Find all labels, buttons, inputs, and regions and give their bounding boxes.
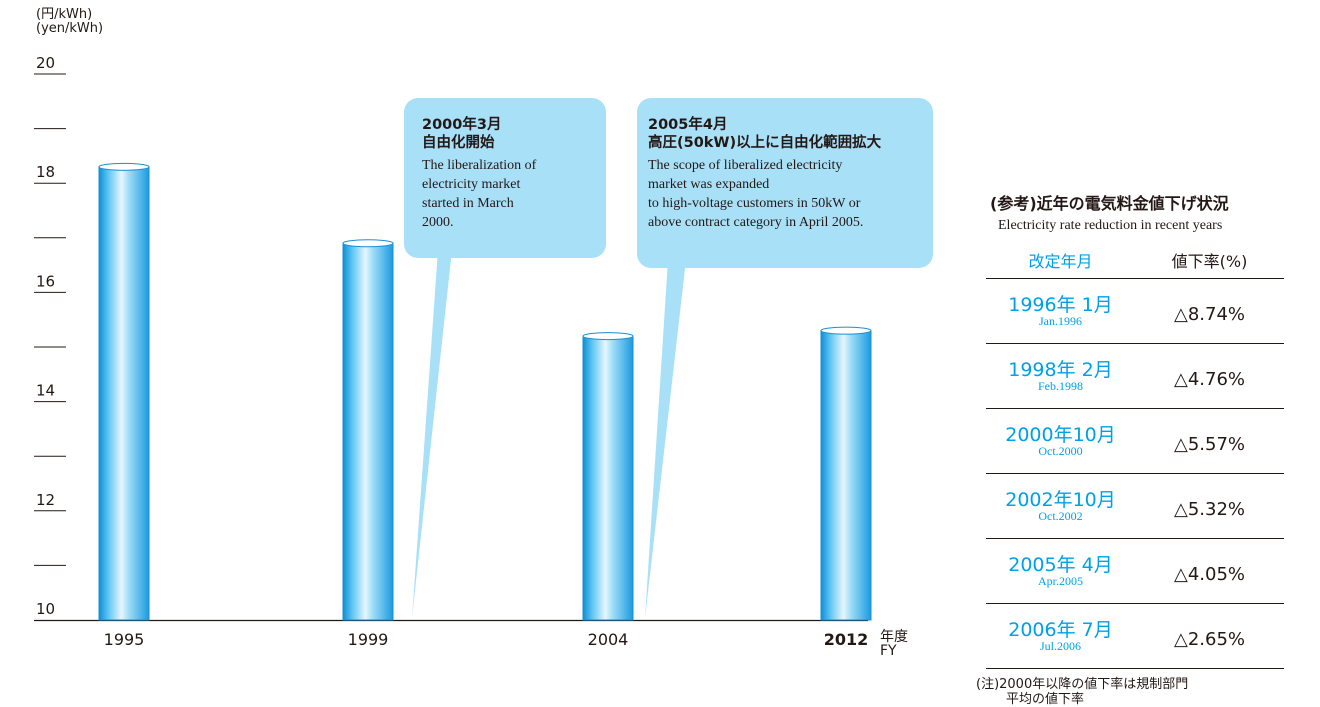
bar-chart: 20 18 16 14 12 10 1995 1999 2004 2012 (34, 54, 933, 649)
rate-cell: △4.05% (1135, 538, 1284, 604)
callout-pointer (412, 250, 452, 618)
date-jp: 1996年 1月 (1008, 294, 1113, 316)
date-cell: 2006年 7月 Jul.2006 (986, 603, 1135, 669)
x-tick-label: 2012 (824, 630, 869, 649)
bar-body (582, 335, 634, 621)
table-row: 1998年 2月 Feb.1998 △4.76% (986, 343, 1284, 409)
y-axis-unit-jp: (円/kWh) (36, 7, 93, 22)
rate-reduction-panel: (参考)近年の電気料金値下げ状況 Electricity rate reduct… (976, 190, 1285, 707)
header-rate: 値下率(%) (1135, 242, 1284, 279)
callout-2005: 2005年4月 高圧(50kW)以上に自由化範囲拡大 The scope of … (648, 116, 938, 232)
callout-text-line: 2000. (422, 215, 454, 230)
x-axis-label: 年度 FY (880, 630, 908, 658)
callout-text-line: The scope of liberalized electricity (648, 158, 843, 173)
bar-2012 (820, 326, 872, 621)
date-jp: 2002年10月 (1005, 489, 1116, 511)
table-row: 2005年 4月 Apr.2005 △4.05% (986, 538, 1284, 604)
table-row: 2000年10月 Oct.2000 △5.57% (986, 408, 1284, 474)
y-tick-label: 16 (36, 272, 55, 290)
footnote: (注)2000年以降の値下率は規制部門 平均の値下率 (976, 677, 1285, 707)
date-jp: 2000年10月 (1005, 424, 1116, 446)
table-header-row: 改定年月 値下率(%) (986, 242, 1284, 279)
y-tick-label: 10 (36, 600, 55, 618)
y-tick-label: 20 (36, 54, 55, 72)
bar-2004 (582, 332, 634, 621)
bar-1999 (342, 239, 394, 621)
callout-text-line: electricity market (422, 177, 521, 192)
x-tick-label: 2004 (588, 630, 629, 649)
callout-subtitle: 自由化開始 (422, 135, 495, 151)
rate-cell: △5.32% (1135, 473, 1284, 539)
x-tick-label: 1999 (348, 630, 389, 649)
panel-subtitle: Electricity rate reduction in recent yea… (998, 218, 1223, 233)
date-en: Jul.2006 (1039, 639, 1081, 653)
callout-text-line: to high-voltage customers in 50kW or (648, 196, 861, 211)
table-row: 1996年 1月 Jan.1996 △8.74% (986, 278, 1284, 344)
date-en: Jan.1996 (1039, 314, 1082, 328)
footnote-line: (注)2000年以降の値下率は規制部門 (976, 677, 1189, 692)
callout-pointer (645, 260, 686, 618)
bar-cap (820, 326, 872, 335)
date-cell: 2000年10月 Oct.2000 (986, 408, 1135, 474)
x-tick-label: 1995 (104, 630, 145, 649)
callout-text-line: The liberalization of (422, 158, 537, 173)
rate-cell: △2.65% (1135, 603, 1284, 669)
date-cell: 1996年 1月 Jan.1996 (986, 278, 1135, 344)
bar-cap (98, 162, 150, 171)
footnote-line: 平均の値下率 (1006, 692, 1085, 707)
callout-title: 2000年3月 (422, 117, 502, 133)
y-tick-label: 12 (36, 491, 55, 509)
y-axis-unit-en: (yen/kWh) (36, 21, 104, 36)
date-cell: 1998年 2月 Feb.1998 (986, 343, 1135, 409)
callout-subtitle: 高圧(50kW)以上に自由化範囲拡大 (648, 135, 882, 151)
callout-title: 2005年4月 (648, 117, 728, 133)
x-axis-label-jp: 年度 (880, 629, 908, 645)
rate-cell: △8.74% (1135, 278, 1284, 344)
date-en: Feb.1998 (1038, 379, 1083, 393)
rate-table: 改定年月 値下率(%) 1996年 1月 Jan.1996 △8.74% 1998… (986, 242, 1284, 669)
date-en: Apr.2005 (1038, 574, 1083, 588)
table-row: 2002年10月 Oct.2002 △5.32% (986, 473, 1284, 539)
date-cell: 2005年 4月 Apr.2005 (986, 538, 1135, 604)
callout-bubble (637, 98, 933, 268)
x-axis-label-en: FY (880, 643, 897, 659)
callout-text-line: market was expanded (648, 177, 770, 192)
bar-body (342, 242, 394, 621)
callout-text-line: above contract category in April 2005. (648, 215, 864, 230)
y-tick-label: 14 (36, 382, 55, 400)
rate-cell: △5.57% (1135, 408, 1284, 474)
panel-title: (参考)近年の電気料金値下げ状況 (990, 194, 1229, 213)
date-jp: 2006年 7月 (1008, 619, 1113, 641)
date-jp: 2005年 4月 (1008, 554, 1113, 576)
rate-cell: △4.76% (1135, 343, 1284, 409)
bar-cap (582, 332, 634, 341)
callout-2000: 2000年3月 自由化開始 The liberalization of elec… (422, 116, 592, 232)
callout-bubble (404, 98, 606, 258)
bar-1995 (98, 162, 150, 621)
date-en: Oct.2000 (1038, 444, 1083, 458)
y-tick-label: 18 (36, 163, 55, 181)
table-row: 2006年 7月 Jul.2006 △2.65% (986, 603, 1284, 669)
date-jp: 1998年 2月 (1008, 359, 1113, 381)
bar-body (98, 166, 150, 621)
date-cell: 2002年10月 Oct.2002 (986, 473, 1135, 539)
header-date: 改定年月 (986, 242, 1135, 279)
date-en: Oct.2002 (1038, 509, 1083, 523)
callout-text-line: started in March (422, 196, 514, 211)
bar-body (820, 330, 872, 621)
bar-cap (342, 239, 394, 248)
